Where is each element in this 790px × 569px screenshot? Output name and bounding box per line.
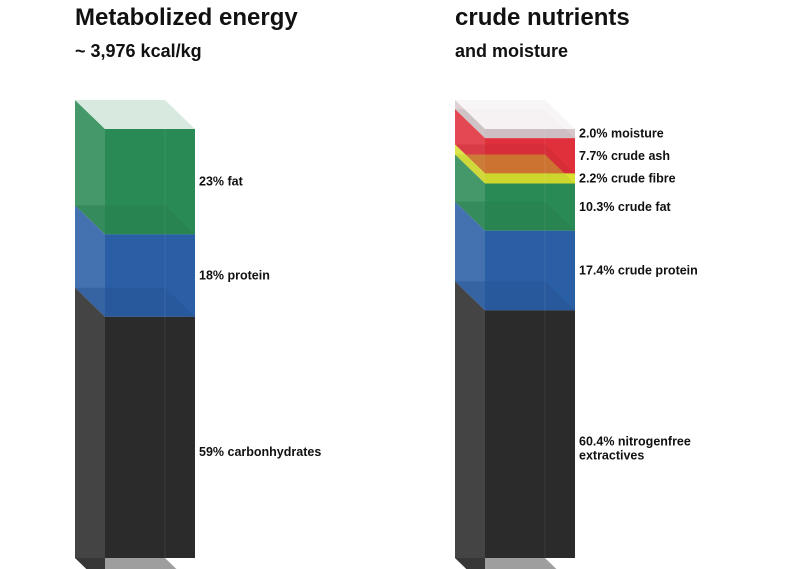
bar-side-0 [455,100,485,139]
bar-layer-plane-2 [455,154,575,184]
stacked-column-energy: 23% fat 18% protein 59% carbonhydrates [75,100,321,569]
bar-segment-1 [105,234,195,317]
segment-label: 2.2% crude fibre [579,171,676,185]
stacked-column-nutrients: 2.0% moisture 7.7% crude ash 2.2% crude fi… [455,100,698,569]
bar-side-1 [75,205,105,317]
chart-title-nutrients: crude nutrients [455,4,630,31]
chart-subtitle-nutrients: and moisture [455,41,569,61]
bar-layer-plane-4 [455,281,575,311]
bar-side-1 [455,109,485,174]
segment-label: 7.7% crude ash [579,149,670,163]
bar-top-cap [455,100,575,129]
bar-layer-plane-1 [75,287,195,317]
segment-label: 59% carbonhydrates [199,445,321,459]
bar-side-3 [455,154,485,231]
bar-layer-plane-0 [75,205,195,235]
chart-title-energy: Metabolized energy [75,4,298,31]
bar-segment-4 [485,230,575,311]
segment-label: 17.4% crude protein [579,264,698,278]
bar-side-0 [75,100,105,235]
segment-label: 2.0% moisture [579,127,664,141]
chart-subtitle-energy: ~ 3,976 kcal/kg [75,41,202,61]
segment-label: 60.4% nitrogenfree extractives [579,435,691,463]
bar-side-2 [75,287,105,569]
bar-layer-plane-2 [75,558,177,569]
bar-side-2 [455,144,485,184]
segment-label: 18% protein [199,269,270,283]
bar-side-5 [455,281,485,569]
bar-layer-plane-3 [455,201,575,231]
bar-segment-3 [485,183,575,231]
bar-segment-5 [485,310,575,558]
bar-segment-0 [485,129,575,139]
segment-label: 10.3% crude fat [579,200,672,214]
bar-segment-2 [485,173,575,184]
bar-segment-2 [105,316,195,558]
bar-top-cap [75,100,195,129]
bar-layer-plane-5 [455,558,557,569]
bar-side-4 [455,201,485,311]
bar-segment-0 [105,129,195,235]
bar-layer-plane-1 [455,144,575,174]
bar-segment-1 [485,138,575,174]
segment-label: 23% fat [199,175,244,189]
